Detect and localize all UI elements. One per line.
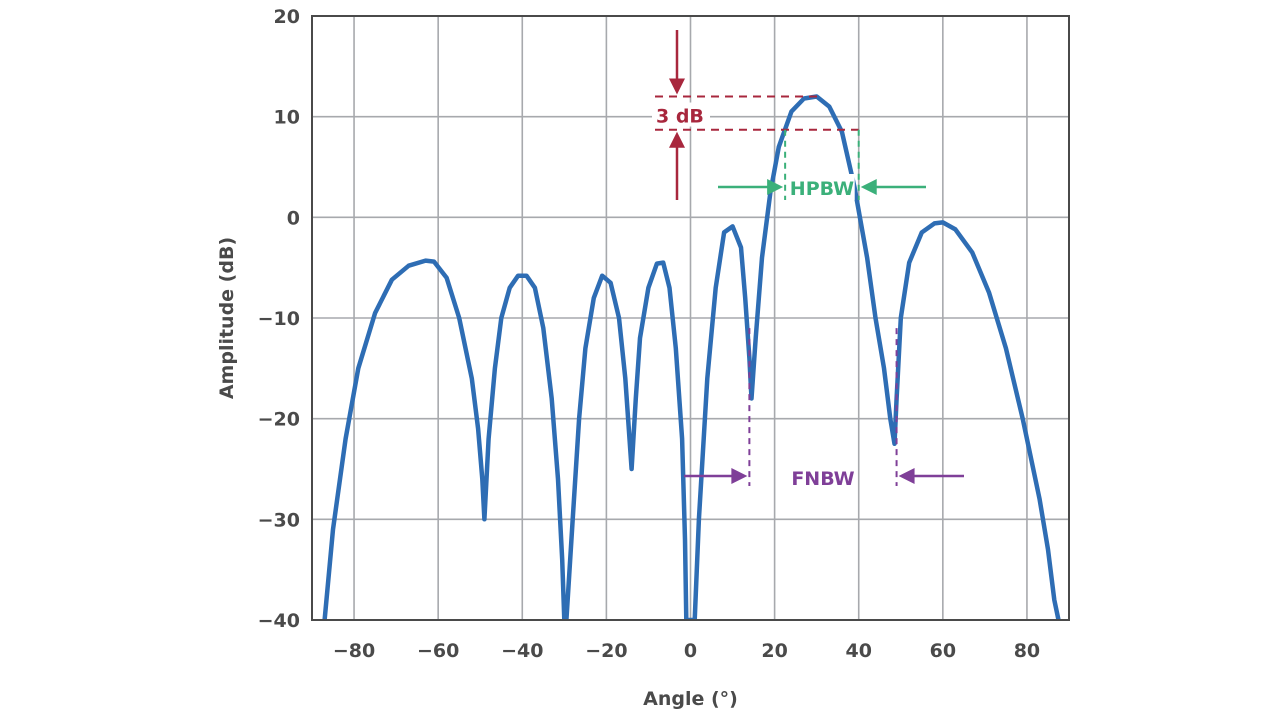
y-tick-label: −10 [258,308,300,330]
fnbw-arrow-right-head [898,468,915,484]
fnbw-arrow-left-head [731,468,748,484]
y-tick-labels: 20 10 0 −10 −20 −30 −40 [258,6,300,632]
plot-frame [311,15,1070,621]
y-tick-label: 20 [274,6,300,28]
x-axis-title: Angle (°) [643,688,738,710]
y-tick-label: −40 [258,610,300,632]
db-arrow-top-head [669,78,685,95]
x-tick-label: 0 [684,640,697,662]
x-tick-labels: −80 −60 −40 −20 0 20 40 60 80 [333,640,1040,662]
hpbw-label: HPBW [790,178,854,200]
x-tick-label: −40 [501,640,543,662]
hpbw-label-bg [789,174,855,200]
y-tick-label: −30 [258,509,300,531]
series-line [322,94,1061,620]
hpbw-arrow-left-head [767,179,784,195]
y-tick-label: 10 [274,107,300,129]
series-layer [322,94,1061,620]
fnbw-label: FNBW [791,468,854,490]
x-tick-label: −80 [333,640,375,662]
x-tick-label: 60 [930,640,956,662]
x-tick-label: 40 [845,640,871,662]
x-tick-label: 80 [1014,640,1040,662]
x-tick-label: 20 [761,640,787,662]
annotations: 3 dB HPBW FNBW [652,30,964,490]
grid-lines [312,15,1069,621]
db-arrow-bottom-head [669,131,685,148]
x-tick-label: −60 [417,640,459,662]
y-tick-label: −20 [258,409,300,431]
hpbw-arrow-right-head [860,179,877,195]
db-label-bg [652,102,710,127]
y-tick-label: 0 [287,207,300,229]
y-axis-title: Amplitude (dB) [216,237,238,399]
x-tick-label: −20 [585,640,627,662]
db-label: 3 dB [656,106,704,128]
